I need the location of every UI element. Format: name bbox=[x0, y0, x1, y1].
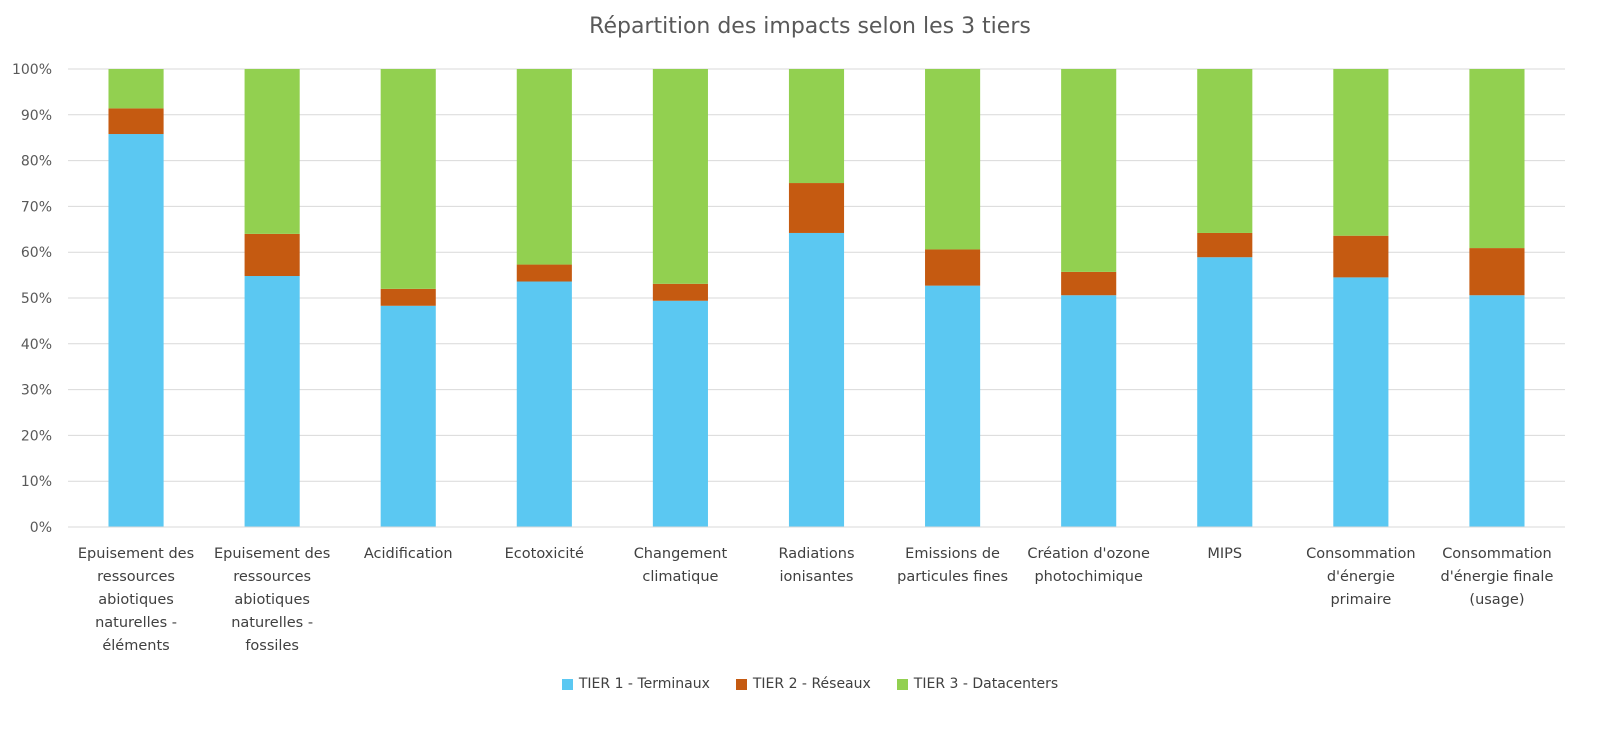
bar-segment-tier3 bbox=[1197, 69, 1253, 233]
legend-swatch bbox=[561, 678, 573, 690]
bar-segment-tier2 bbox=[1469, 248, 1525, 296]
bar-segment-tier2 bbox=[1061, 271, 1117, 296]
bar-segment-tier1 bbox=[380, 305, 436, 527]
bar-segment-tier2 bbox=[1197, 232, 1253, 258]
x-category-label: Consommation d'énergie finale (usage) bbox=[1441, 546, 1554, 608]
y-tick-label: 30% bbox=[21, 383, 52, 399]
y-tick-label: 100% bbox=[12, 62, 52, 78]
legend-item: TIER 3 - Datacenters bbox=[896, 676, 1059, 692]
bar-segment-tier1 bbox=[516, 281, 572, 527]
x-category-label: Changement climatique bbox=[634, 546, 728, 585]
bar-segment-tier1 bbox=[652, 300, 708, 527]
legend-label: TIER 2 - Réseaux bbox=[752, 676, 871, 692]
x-category-label: Radiations ionisantes bbox=[778, 546, 854, 585]
bar-segment-tier3 bbox=[788, 69, 845, 184]
bar-segment-tier1 bbox=[925, 285, 981, 527]
bar-segment-tier2 bbox=[244, 233, 300, 277]
bar-segment-tier2 bbox=[925, 249, 981, 286]
bar-segment-tier2 bbox=[380, 288, 436, 306]
bar-segment-tier2 bbox=[652, 283, 708, 301]
bar-segment-tier3 bbox=[925, 69, 981, 250]
bar-segment-tier2 bbox=[108, 108, 164, 135]
bar-segment-tier2 bbox=[788, 183, 845, 233]
y-tick-label: 10% bbox=[21, 474, 52, 490]
x-category-label: Consommation d'énergie primaire bbox=[1306, 546, 1416, 608]
bar-segment-tier3 bbox=[380, 69, 436, 289]
x-category-label: Emissions de particules fines bbox=[897, 546, 1008, 585]
chart-title: Répartition des impacts selon les 3 tier… bbox=[589, 14, 1031, 39]
x-category-label: Acidification bbox=[364, 546, 453, 562]
legend-swatch bbox=[896, 678, 908, 690]
legend-item: TIER 2 - Réseaux bbox=[735, 676, 871, 692]
y-tick-label: 80% bbox=[21, 154, 52, 170]
x-category-label: MIPS bbox=[1207, 546, 1242, 562]
bar-segment-tier1 bbox=[1333, 277, 1389, 527]
bar-segment-tier3 bbox=[1469, 69, 1525, 249]
legend-label: TIER 1 - Terminaux bbox=[578, 676, 710, 692]
bar-segment-tier3 bbox=[1061, 69, 1117, 272]
y-tick-label: 60% bbox=[21, 245, 52, 261]
bar-segment-tier1 bbox=[244, 276, 300, 527]
bar-segment-tier1 bbox=[108, 134, 164, 527]
y-tick-label: 70% bbox=[21, 199, 52, 215]
y-tick-label: 50% bbox=[21, 291, 52, 307]
legend-item: TIER 1 - Terminaux bbox=[561, 676, 710, 692]
legend-label: TIER 3 - Datacenters bbox=[913, 676, 1059, 692]
bar-segment-tier1 bbox=[1061, 295, 1117, 527]
x-category-label: Epuisement des ressources abiotiques nature… bbox=[214, 546, 330, 654]
y-tick-label: 20% bbox=[21, 428, 52, 444]
x-category-label: Création d'ozone photochimique bbox=[1027, 546, 1150, 585]
bar-segment-tier2 bbox=[516, 264, 572, 282]
bar-segment-tier3 bbox=[1333, 69, 1389, 236]
bar-segment-tier3 bbox=[516, 69, 572, 265]
bar-segment-tier1 bbox=[788, 232, 845, 528]
y-tick-label: 40% bbox=[21, 337, 52, 353]
stacked-bar-chart: 0% 10% 20% 30% 40% 50% 60% 70% 80% 90% 100% Epuisem… bbox=[12, 62, 1565, 654]
bar-segment-tier3 bbox=[652, 69, 708, 284]
legend: TIER 1 - Terminaux TIER 2 - Réseaux TIER 3… bbox=[0, 676, 1620, 692]
bar-segment-tier1 bbox=[1469, 295, 1525, 527]
x-category-label: Epuisement des ressources abiotiques nature… bbox=[78, 546, 194, 654]
y-tick-label: 0% bbox=[30, 520, 52, 536]
bar-segment-tier3 bbox=[108, 69, 164, 109]
x-category-label: Ecotoxicité bbox=[505, 546, 584, 562]
bar-segment-tier1 bbox=[1197, 257, 1253, 527]
y-tick-label: 90% bbox=[21, 108, 52, 124]
bar-segment-tier3 bbox=[244, 69, 300, 234]
bar-segment-tier2 bbox=[1333, 235, 1389, 278]
legend-swatch bbox=[735, 678, 747, 690]
